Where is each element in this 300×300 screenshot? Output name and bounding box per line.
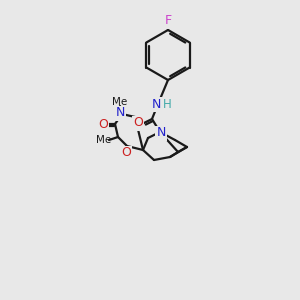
- Text: Me: Me: [112, 97, 128, 107]
- Text: F: F: [164, 14, 172, 28]
- Text: O: O: [121, 146, 131, 160]
- Text: O: O: [98, 118, 108, 130]
- Text: O: O: [133, 116, 143, 130]
- Text: N: N: [151, 98, 161, 110]
- Text: N: N: [115, 106, 125, 119]
- Text: H: H: [163, 98, 171, 110]
- Text: N: N: [156, 127, 166, 140]
- Text: Me: Me: [96, 135, 112, 145]
